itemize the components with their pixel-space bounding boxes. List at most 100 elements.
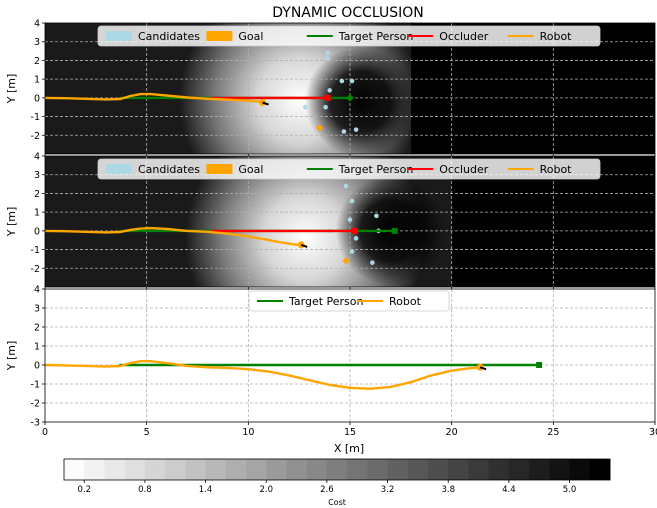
legend-swatch <box>106 164 132 174</box>
candidate-point <box>353 236 359 241</box>
colorbar-segment <box>266 459 287 480</box>
series-robot <box>45 360 482 390</box>
colorbar-tick-label: 4.4 <box>502 485 516 495</box>
y-tick-label: 3 <box>34 170 40 181</box>
colorbar-segment <box>508 459 530 480</box>
y-axis-label: Y [m] <box>5 341 18 372</box>
panel-bottom: -3 -2 -1 0 1 2 3 4 0 5 10 15 20 25 30 Y [m] Target Perso… <box>5 285 657 439</box>
colorbar-segment <box>428 459 449 480</box>
x-tick-label: 15 <box>344 427 356 438</box>
legend-top: Candidates Goal Target Person Occluder Robot <box>97 25 601 47</box>
candidate-point <box>339 78 345 84</box>
y-tick-label: -2 <box>31 399 40 410</box>
candidate-point <box>349 78 355 84</box>
colorbar-segment <box>225 459 247 480</box>
panel-top: -2 -1 0 1 2 3 4 Y [m] Candidates Goal Target Perso… <box>5 19 656 157</box>
colorbar-segment <box>468 459 490 480</box>
colorbar-segment <box>64 459 85 480</box>
colorbar-segment <box>589 459 611 480</box>
colorbar-segment <box>529 459 550 480</box>
y-tick-label: 1 <box>34 342 40 353</box>
colorbar-segment <box>124 459 146 480</box>
legend-label: Goal <box>238 30 263 43</box>
y-tick-label: -2 <box>31 131 40 142</box>
panel-middle: -2 -1 0 1 2 3 4 Y [m] Candidates Goal Target Perso… <box>5 152 656 290</box>
colorbar-tick-label: 0.2 <box>77 485 91 495</box>
y-tick-label: -1 <box>31 245 40 256</box>
colorbar-segment <box>144 459 166 480</box>
y-axis-label: Y [m] <box>5 74 18 105</box>
series-end-occluder <box>351 227 358 234</box>
y-tick-label: 2 <box>34 323 40 334</box>
colorbar-segment <box>488 459 510 480</box>
colorbar-tick-label: 5.0 <box>563 485 577 495</box>
legend-swatch <box>106 31 132 41</box>
candidate-point <box>349 198 355 204</box>
legend-label: Robot <box>540 163 573 176</box>
legend-label: Occluder <box>439 30 489 43</box>
y-tick-label: 2 <box>34 56 40 67</box>
colorbar-segment <box>569 459 591 480</box>
y-tick-label: 1 <box>34 75 40 86</box>
candidate-point <box>327 88 332 93</box>
candidate-point <box>370 260 375 265</box>
candidate-point <box>347 217 353 222</box>
robot-heading <box>479 366 487 371</box>
legend-box <box>248 290 450 312</box>
y-tick-label: 3 <box>34 304 40 315</box>
colorbar-segment <box>549 459 571 480</box>
y-tick-label: 4 <box>34 285 40 296</box>
candidate-point <box>323 104 328 110</box>
y-tick-label: 4 <box>34 19 40 30</box>
legend-label: Robot <box>540 30 573 43</box>
series-end-target-person <box>391 227 398 234</box>
colorbar-segment <box>286 459 308 480</box>
x-tick-label: 25 <box>547 427 559 438</box>
x-tick-label: 20 <box>446 427 458 438</box>
figure-title: DYNAMIC OCCLUSION <box>272 5 423 21</box>
colorbar-segment <box>205 459 227 480</box>
candidate-point <box>353 127 359 132</box>
colorbar-tick-label: 0.8 <box>138 485 152 495</box>
legend-label: Target Person <box>338 30 414 43</box>
colorbar-tick-label: 3.2 <box>381 485 395 495</box>
y-tick-label: 0 <box>34 361 40 372</box>
colorbar-tick-label: 1.4 <box>199 485 213 495</box>
series-robot <box>45 92 264 104</box>
y-tick-label: 2 <box>34 189 40 200</box>
colorbar-segment <box>448 459 469 480</box>
goal-marker <box>315 124 324 132</box>
colorbar: 0.2 0.8 1.4 2.0 2.6 3.2 3.8 4.4 5.0 Cost <box>63 458 611 507</box>
y-tick-label: 4 <box>34 152 40 163</box>
robot-heading <box>300 243 308 248</box>
y-tick-label: -1 <box>31 112 40 123</box>
series-end-target-person <box>536 362 543 368</box>
colorbar-tick-label: 2.0 <box>259 485 273 495</box>
x-tick-label: 5 <box>144 427 150 438</box>
candidate-point <box>341 129 347 134</box>
y-tick-label: -1 <box>31 380 40 391</box>
colorbar-segment <box>246 459 267 480</box>
series-end-target-person <box>346 93 354 102</box>
x-axis-label: X [m] <box>334 442 364 455</box>
legend-label: Target Person <box>338 163 414 176</box>
y-tick-label: -2 <box>31 264 40 275</box>
legend-label: Candidates <box>138 163 200 176</box>
colorbar-segment <box>84 459 105 480</box>
colorbar-segment <box>407 459 429 480</box>
legend-label: Goal <box>238 163 263 176</box>
colorbar-label: Cost <box>328 498 346 507</box>
legend-swatch <box>206 164 233 174</box>
colorbar-segment <box>347 459 368 480</box>
colorbar-tick-label: 2.6 <box>320 485 334 495</box>
y-tick-label: 3 <box>34 37 40 48</box>
candidate-point <box>374 213 379 219</box>
legend-swatch <box>206 31 233 41</box>
legend-bottom: Target Person Robot <box>248 290 450 312</box>
candidate-point <box>302 104 308 110</box>
y-tick-label: 0 <box>34 226 40 237</box>
legend-middle: Candidates Goal Target Person Occluder Robot <box>97 158 601 180</box>
y-axis-label: Y [m] <box>5 207 18 238</box>
candidate-point <box>325 50 330 56</box>
